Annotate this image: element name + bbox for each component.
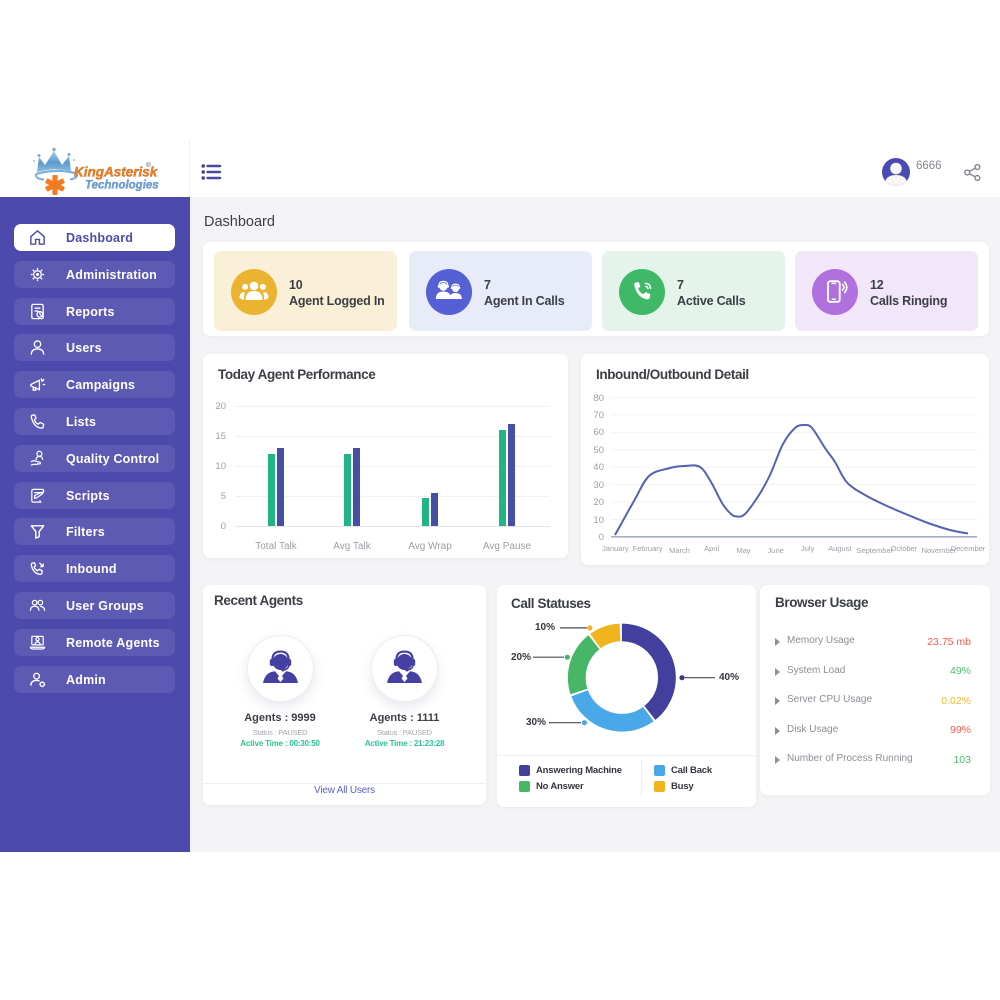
svg-text:Technologies: Technologies	[85, 180, 159, 192]
svg-text:KingAsterisk: KingAsterisk	[74, 165, 159, 180]
svg-text:®: ®	[146, 161, 151, 169]
